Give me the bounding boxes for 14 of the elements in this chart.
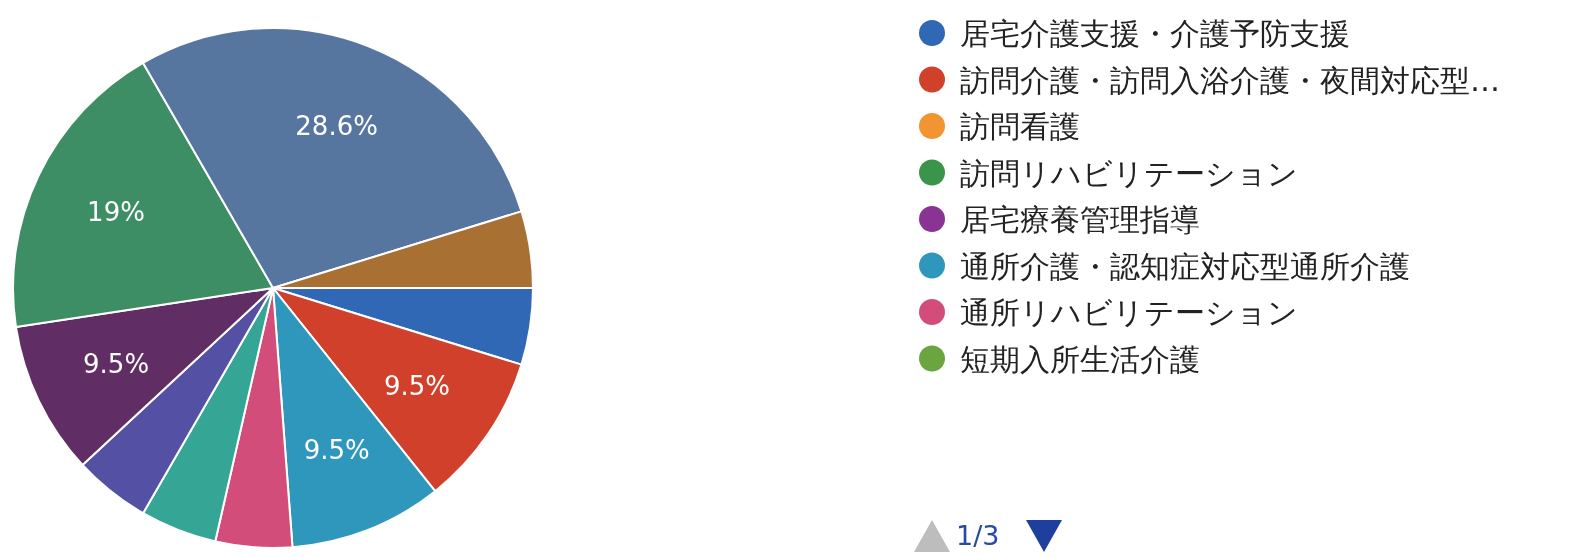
- legend-label: 通所介護・認知症対応型通所介護: [960, 248, 1410, 284]
- text: 1/3: [956, 520, 1000, 551]
- legend-label: 居宅介護支援・介護予防支援: [960, 16, 1350, 51]
- data-label: 19%: [87, 197, 145, 228]
- legend-label: 居宅療養管理指導: [960, 202, 1200, 237]
- data-label: 9.5%: [83, 348, 150, 379]
- legend-label: 短期入所生活介護: [960, 341, 1200, 377]
- legend-label: 訪問看護: [960, 109, 1080, 144]
- data-label: 28.6%: [295, 110, 378, 141]
- data-label: 9.5%: [383, 371, 450, 402]
- legend-label: 通所リハビリテーション: [960, 295, 1298, 330]
- legend-label: 訪問リハビリテーション: [960, 155, 1298, 191]
- data-label: 9.5%: [303, 435, 370, 466]
- legend-label: 訪問介護・訪問入浴介護・夜間対応型…: [960, 62, 1500, 98]
